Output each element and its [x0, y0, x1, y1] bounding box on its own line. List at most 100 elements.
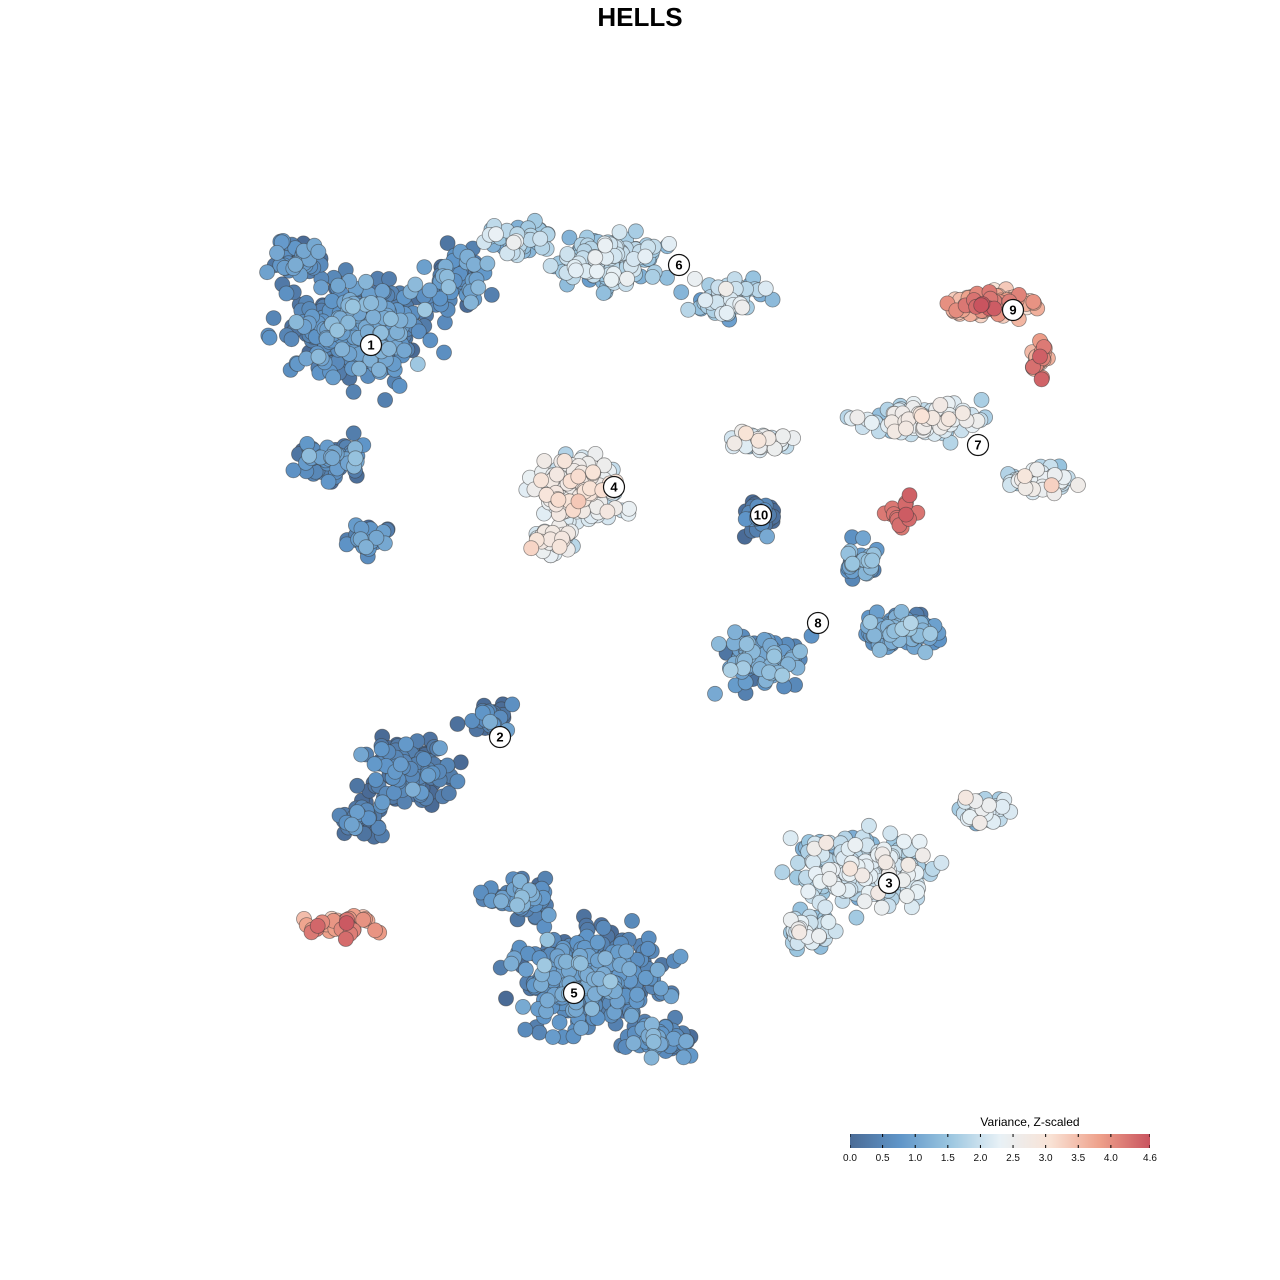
cell-point — [896, 833, 912, 850]
cell-point — [439, 235, 456, 252]
cell-point — [917, 644, 934, 661]
cell-point — [599, 503, 616, 520]
cell-point — [597, 950, 614, 967]
cell-point — [504, 696, 521, 713]
cell-point — [380, 340, 397, 357]
cell-point — [844, 555, 861, 572]
cell-point — [863, 414, 880, 431]
cell-point — [523, 540, 540, 557]
cell-point — [707, 685, 723, 702]
cell-point — [973, 297, 990, 314]
cell-point — [329, 322, 346, 339]
cell-point — [922, 625, 939, 642]
cell-point — [1043, 477, 1060, 494]
cell-point — [821, 871, 838, 887]
cell-point — [325, 369, 342, 386]
cell-point — [595, 285, 612, 302]
cell-point — [318, 331, 335, 348]
cell-point — [542, 257, 559, 274]
cell-point — [856, 893, 873, 910]
cell-point — [287, 256, 304, 273]
legend-tick-label: 1.5 — [940, 1153, 955, 1164]
legend-tick-label: 0.5 — [875, 1153, 890, 1164]
cluster-labels: 1 2 3 4 5 6 7 8 9 10 — [359, 253, 1025, 1005]
cell-point — [678, 1033, 695, 1050]
cell-point — [898, 420, 914, 437]
cell-point — [624, 913, 640, 929]
cell-point — [539, 992, 556, 1009]
cell-point — [410, 323, 427, 340]
cell-point — [536, 957, 553, 974]
cell-point — [680, 301, 697, 318]
cell-point — [645, 1034, 662, 1050]
cell-point — [1070, 477, 1086, 494]
svg-text:5: 5 — [570, 986, 577, 1001]
svg-text:8: 8 — [814, 616, 821, 631]
cell-point — [559, 246, 576, 262]
cell-point — [711, 636, 727, 652]
cluster-label-7: 7 — [966, 433, 990, 457]
cell-point — [902, 615, 919, 631]
cell-point — [416, 301, 433, 318]
cell-point — [848, 909, 865, 926]
svg-text:3: 3 — [885, 876, 892, 891]
cell-point — [355, 911, 372, 928]
cell-point — [882, 825, 899, 842]
cell-point — [539, 931, 556, 948]
cell-point — [644, 268, 661, 285]
cell-point — [595, 919, 612, 936]
cell-point — [310, 243, 327, 260]
cell-point — [847, 837, 864, 853]
cell-point — [432, 290, 449, 307]
svg-text:9: 9 — [1009, 303, 1016, 318]
cell-point — [409, 356, 426, 373]
cell-point — [479, 255, 496, 272]
cell-point — [738, 636, 755, 652]
cluster-label-4: 4 — [602, 475, 626, 499]
cell-point — [791, 924, 808, 941]
cell-point — [338, 915, 355, 931]
cell-point — [871, 642, 888, 658]
cell-point — [587, 249, 604, 266]
cell-point — [899, 888, 915, 904]
cell-point — [517, 1021, 534, 1038]
cluster-label-6: 6 — [667, 253, 691, 277]
cell-point — [757, 280, 774, 297]
cell-point — [531, 1024, 548, 1041]
cell-point — [800, 883, 817, 900]
chart-title: HELLS — [597, 2, 683, 32]
cell-point — [877, 854, 894, 871]
cell-point — [973, 391, 990, 408]
cell-point — [901, 487, 918, 504]
cell-point — [820, 914, 837, 930]
cell-point — [570, 468, 587, 485]
cell-point — [1029, 461, 1045, 478]
cell-point — [265, 310, 282, 327]
cluster-label-8: 8 — [806, 611, 830, 635]
cell-point — [449, 773, 466, 790]
cell-point — [310, 348, 327, 365]
cell-point — [420, 767, 437, 784]
cell-point — [697, 292, 714, 309]
cell-point — [971, 815, 988, 831]
cell-point — [570, 493, 587, 510]
cell-point — [621, 961, 638, 977]
cell-point — [358, 539, 375, 556]
cell-point — [734, 299, 751, 316]
cell-point — [738, 425, 754, 442]
cell-point — [866, 627, 883, 644]
cell-point — [774, 667, 791, 684]
cell-point — [561, 229, 578, 246]
cell-point — [340, 314, 357, 331]
cell-point — [766, 648, 783, 665]
cell-point — [503, 955, 520, 972]
cell-point — [347, 450, 364, 467]
cell-point — [421, 282, 438, 299]
cell-point — [472, 884, 489, 901]
cell-point — [790, 855, 806, 871]
cell-point — [673, 284, 690, 301]
cell-point — [269, 244, 285, 261]
cell-point — [449, 716, 466, 732]
cell-point — [933, 855, 950, 871]
cell-point — [374, 283, 391, 299]
